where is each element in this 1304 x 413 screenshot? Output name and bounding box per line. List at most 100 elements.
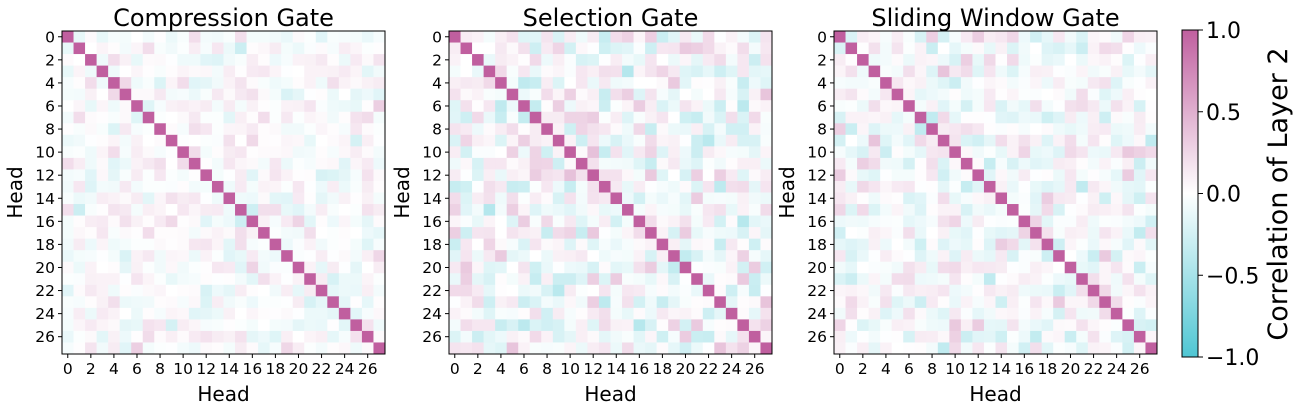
heatmap-cell xyxy=(995,88,1008,101)
heatmap-cell xyxy=(725,54,738,66)
heatmap-cell xyxy=(518,123,531,136)
heatmap-cell xyxy=(1099,146,1112,159)
heatmap-cell xyxy=(188,284,201,297)
heatmap-cell xyxy=(1099,342,1112,355)
heatmap-cell xyxy=(315,180,328,193)
heatmap-cell xyxy=(1053,238,1066,251)
heatmap-cell xyxy=(338,307,351,320)
heatmap-cell xyxy=(165,250,178,263)
heatmap-cell xyxy=(350,157,363,170)
heatmap-cell xyxy=(1030,77,1042,90)
y-tick-label: 10 xyxy=(422,144,442,162)
heatmap-cell xyxy=(1030,296,1042,309)
heatmap-cell xyxy=(85,215,97,228)
heatmap-cell xyxy=(62,227,74,239)
heatmap-cell xyxy=(645,134,657,147)
heatmap-cell xyxy=(891,307,904,320)
heatmap-cell xyxy=(1110,169,1123,182)
heatmap-cell xyxy=(845,169,858,182)
heatmap-cell xyxy=(937,261,950,274)
heatmap-cell xyxy=(1087,88,1100,101)
heatmap-cell xyxy=(96,192,109,205)
heatmap-cell xyxy=(1041,54,1054,66)
heatmap-cell xyxy=(361,204,374,216)
heatmap-cell xyxy=(108,180,121,193)
heatmap-cell xyxy=(1076,192,1089,205)
heatmap-cell xyxy=(737,169,750,182)
heatmap-cell xyxy=(258,134,270,147)
heatmap-cell xyxy=(748,180,761,193)
heatmap-cell xyxy=(737,227,750,239)
heatmap-cell xyxy=(246,296,259,309)
heatmap-cell xyxy=(142,296,155,309)
heatmap-cell xyxy=(292,180,305,193)
heatmap-cell xyxy=(598,284,611,297)
x-tick-label: 20 xyxy=(1061,360,1081,378)
heatmap-cell xyxy=(972,146,985,159)
heatmap-cell xyxy=(142,111,155,124)
heatmap-cell xyxy=(108,227,121,239)
heatmap-cell xyxy=(269,77,282,90)
heatmap-cell xyxy=(131,250,144,263)
heatmap-cell xyxy=(541,65,554,78)
heatmap-cell xyxy=(62,273,74,286)
heatmap-cell xyxy=(1122,238,1135,251)
heatmap-cell xyxy=(668,31,681,43)
heatmap-cell xyxy=(373,134,386,147)
heatmap-cell xyxy=(949,192,962,205)
heatmap-cell xyxy=(645,88,657,101)
heatmap-cell xyxy=(541,123,554,136)
heatmap-cell xyxy=(529,192,542,205)
heatmap-cell xyxy=(211,227,224,239)
heatmap-cell xyxy=(541,227,554,239)
heatmap-cell xyxy=(472,204,484,216)
heatmap-cell xyxy=(338,180,351,193)
heatmap-cell xyxy=(327,169,340,182)
y-tick-label: 0 xyxy=(432,28,442,46)
heatmap-cell xyxy=(679,134,692,147)
heatmap-cell xyxy=(108,192,121,205)
heatmap-cell xyxy=(857,296,869,309)
heatmap-cell xyxy=(165,146,178,159)
heatmap-cell xyxy=(223,31,236,43)
heatmap-cell xyxy=(656,134,669,147)
heatmap-cell xyxy=(483,146,496,159)
heatmap-cell xyxy=(281,296,294,309)
heatmap-cell xyxy=(188,169,201,182)
heatmap-cell xyxy=(211,169,224,182)
heatmap-cell xyxy=(679,215,692,228)
heatmap-cell xyxy=(880,238,893,251)
heatmap-cell xyxy=(483,307,496,320)
heatmap-cell xyxy=(200,146,213,159)
heatmap-cell xyxy=(541,88,554,101)
heatmap-cell xyxy=(622,296,634,309)
heatmap-cell xyxy=(108,157,121,170)
heatmap-cell xyxy=(495,111,508,124)
heatmap-cell xyxy=(449,215,461,228)
heatmap-cell xyxy=(223,273,236,286)
x-tick-label: 16 xyxy=(629,360,649,378)
heatmap-cell xyxy=(350,65,363,78)
heatmap-cell xyxy=(1018,330,1031,343)
heatmap-cell xyxy=(598,319,611,332)
heatmap-cell xyxy=(119,238,132,251)
heatmap-cell xyxy=(960,261,973,274)
heatmap-cell xyxy=(1076,65,1089,78)
heatmap-cell xyxy=(880,261,893,274)
heatmap-cell xyxy=(1018,342,1031,355)
heatmap-cell xyxy=(834,100,846,113)
heatmap-cell xyxy=(327,215,340,228)
heatmap-cell xyxy=(108,296,121,309)
heatmap-cell xyxy=(949,273,962,286)
heatmap-cell xyxy=(529,111,542,124)
heatmap-cell xyxy=(338,250,351,263)
heatmap-cell xyxy=(587,330,600,343)
heatmap-cell xyxy=(1076,42,1089,55)
heatmap-cell xyxy=(223,111,236,124)
heatmap-cell xyxy=(165,169,178,182)
heatmap-cell xyxy=(62,88,74,101)
heatmap-cell xyxy=(1041,134,1054,147)
heatmap-cell xyxy=(373,146,386,159)
heatmap-cell xyxy=(972,134,985,147)
heatmap-cell xyxy=(656,330,669,343)
